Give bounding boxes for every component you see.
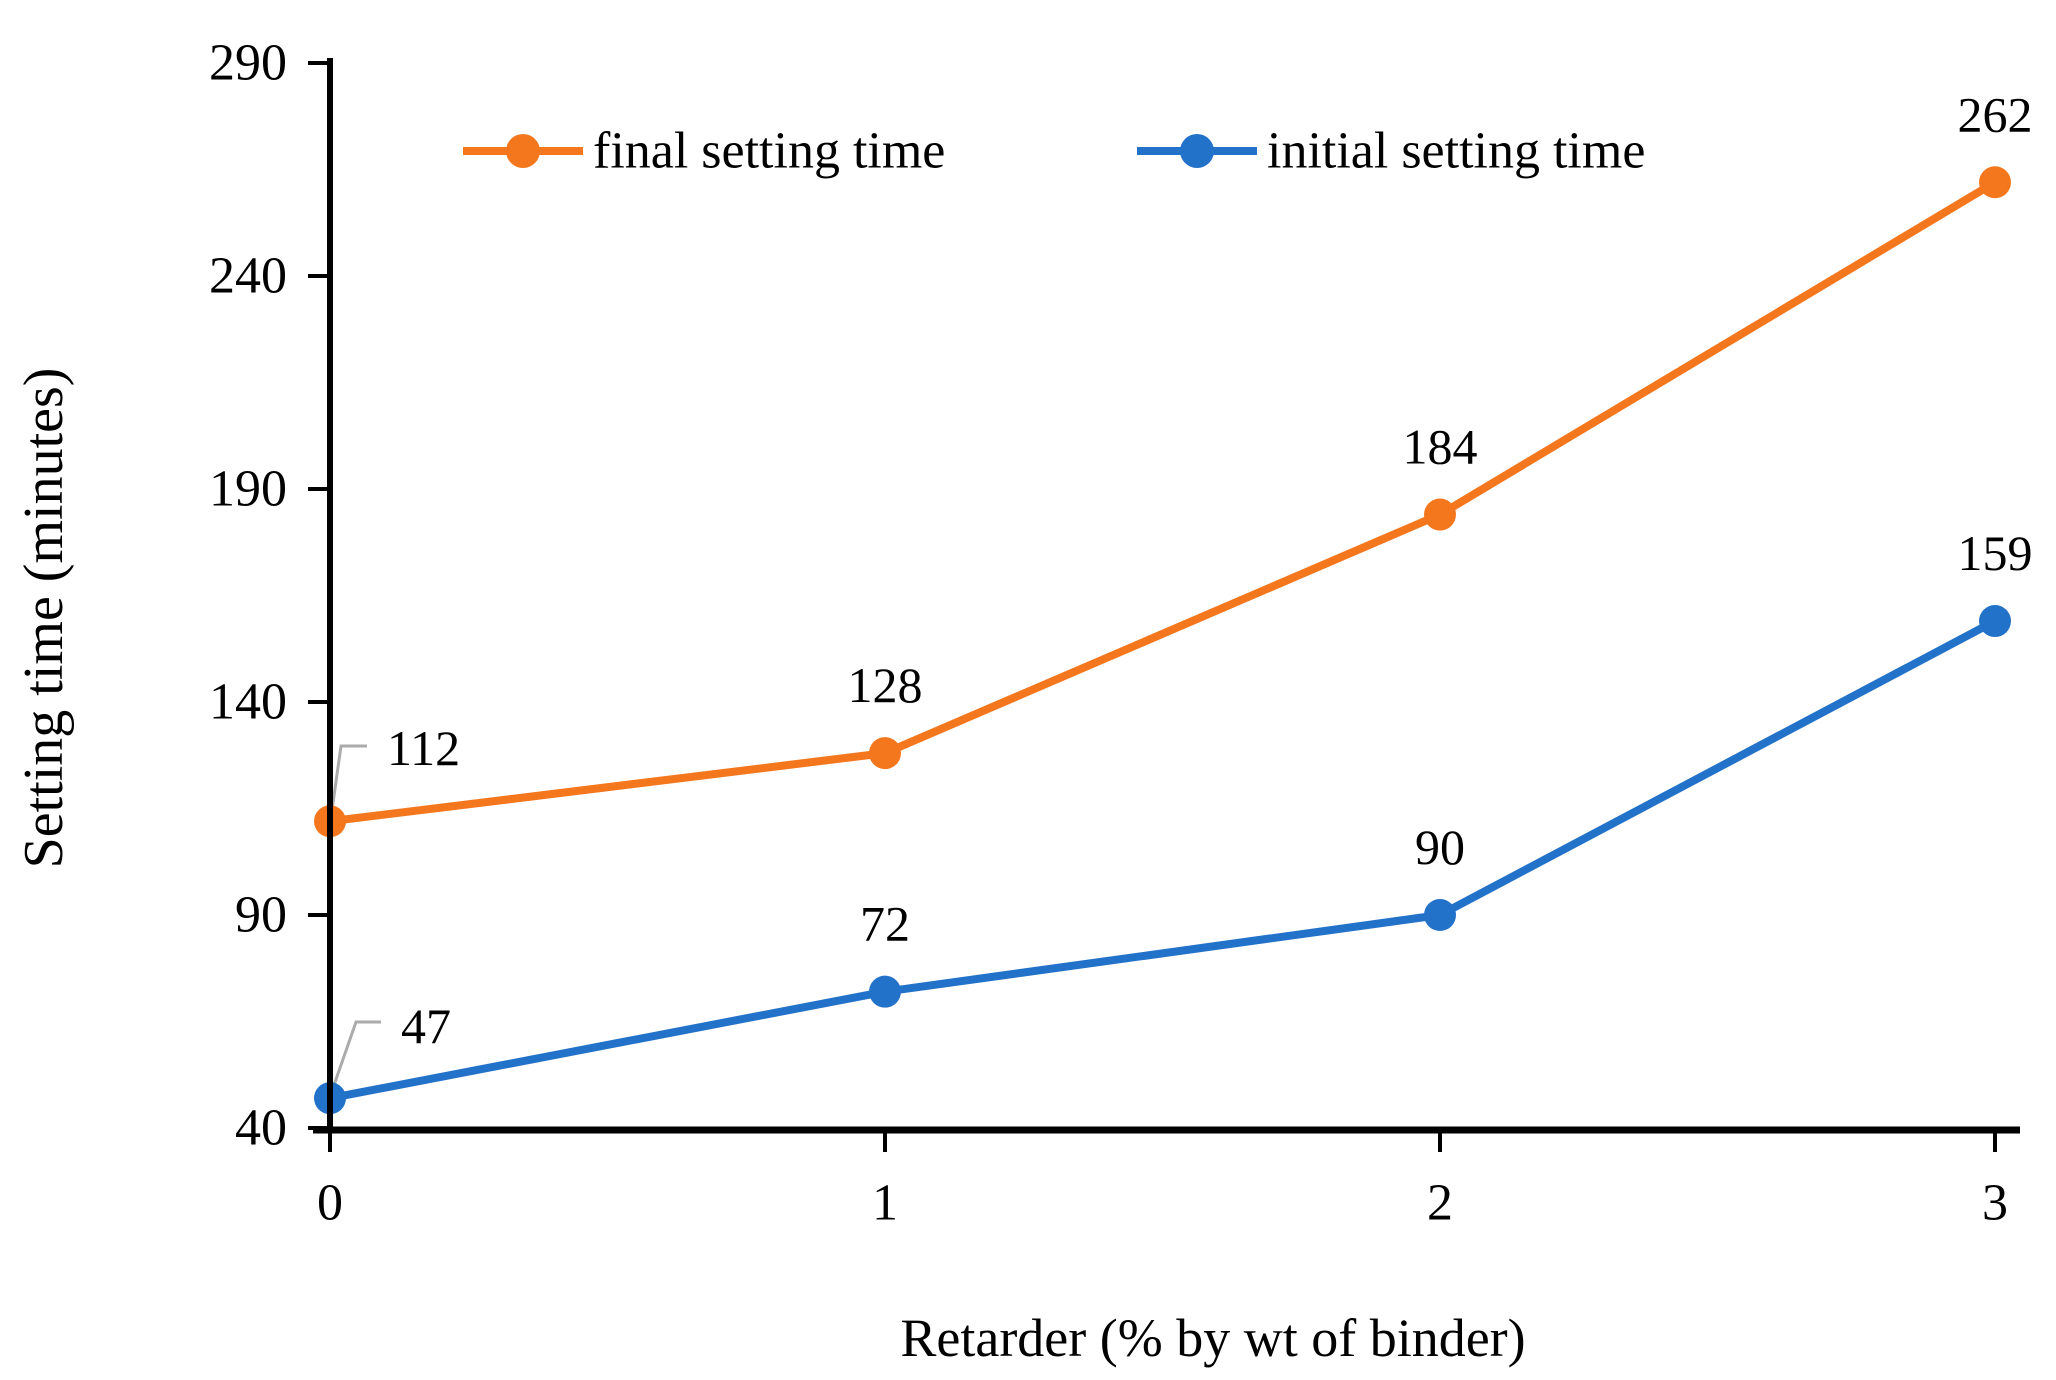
data-point-marker xyxy=(1424,899,1456,931)
legend-marker-final-icon xyxy=(506,134,540,168)
y-tick-label: 40 xyxy=(235,1100,287,1157)
data-label-leader-line xyxy=(331,1020,381,1089)
y-tick-label: 190 xyxy=(209,461,287,518)
x-tick-label: 3 xyxy=(1982,1175,2008,1232)
y-tick-label: 290 xyxy=(209,35,287,92)
data-point-marker xyxy=(1979,166,2011,199)
y-axis-title: Setting time (minutes) xyxy=(13,368,75,869)
axes-layer: 290 240 190 140 90 40 0 1 2 3 xyxy=(209,35,2020,1232)
data-label-leader-line xyxy=(330,744,367,811)
x-tick-label: 1 xyxy=(872,1175,898,1232)
data-point-label: 159 xyxy=(1958,525,2033,581)
x-tick-label: 0 xyxy=(317,1175,343,1232)
x-axis-title: Retarder (% by wt of binder) xyxy=(900,1308,1525,1368)
series-line-final xyxy=(326,178,1999,826)
legend-label-initial: initial setting time xyxy=(1267,123,1645,180)
y-tick-label: 240 xyxy=(209,248,287,305)
data-labels-layer: 112 128 184 262 47 72 90 159 xyxy=(387,86,2033,1054)
data-point-label: 262 xyxy=(1958,86,2033,142)
data-point-marker xyxy=(869,975,901,1008)
data-point-marker xyxy=(1979,605,2011,638)
data-point-label: 72 xyxy=(860,896,910,952)
data-point-label: 184 xyxy=(1403,419,1478,475)
data-point-label: 90 xyxy=(1415,819,1465,875)
legend-marker-initial-icon xyxy=(1180,134,1214,168)
leader-lines-layer xyxy=(330,744,381,1089)
legend-label-final: final setting time xyxy=(593,123,945,180)
series-line-initial xyxy=(326,617,1999,1103)
data-point-label: 128 xyxy=(848,657,923,713)
legend: final setting time initial setting time xyxy=(463,123,1645,180)
x-tick-label: 2 xyxy=(1427,1175,1453,1232)
data-point-label: 47 xyxy=(401,998,451,1054)
y-tick-label: 90 xyxy=(235,887,287,944)
data-point-marker xyxy=(869,737,901,770)
series-layer xyxy=(314,166,2011,1115)
data-point-label: 112 xyxy=(387,720,460,776)
y-tick-label: 140 xyxy=(209,674,287,731)
data-point-marker xyxy=(1424,498,1456,531)
